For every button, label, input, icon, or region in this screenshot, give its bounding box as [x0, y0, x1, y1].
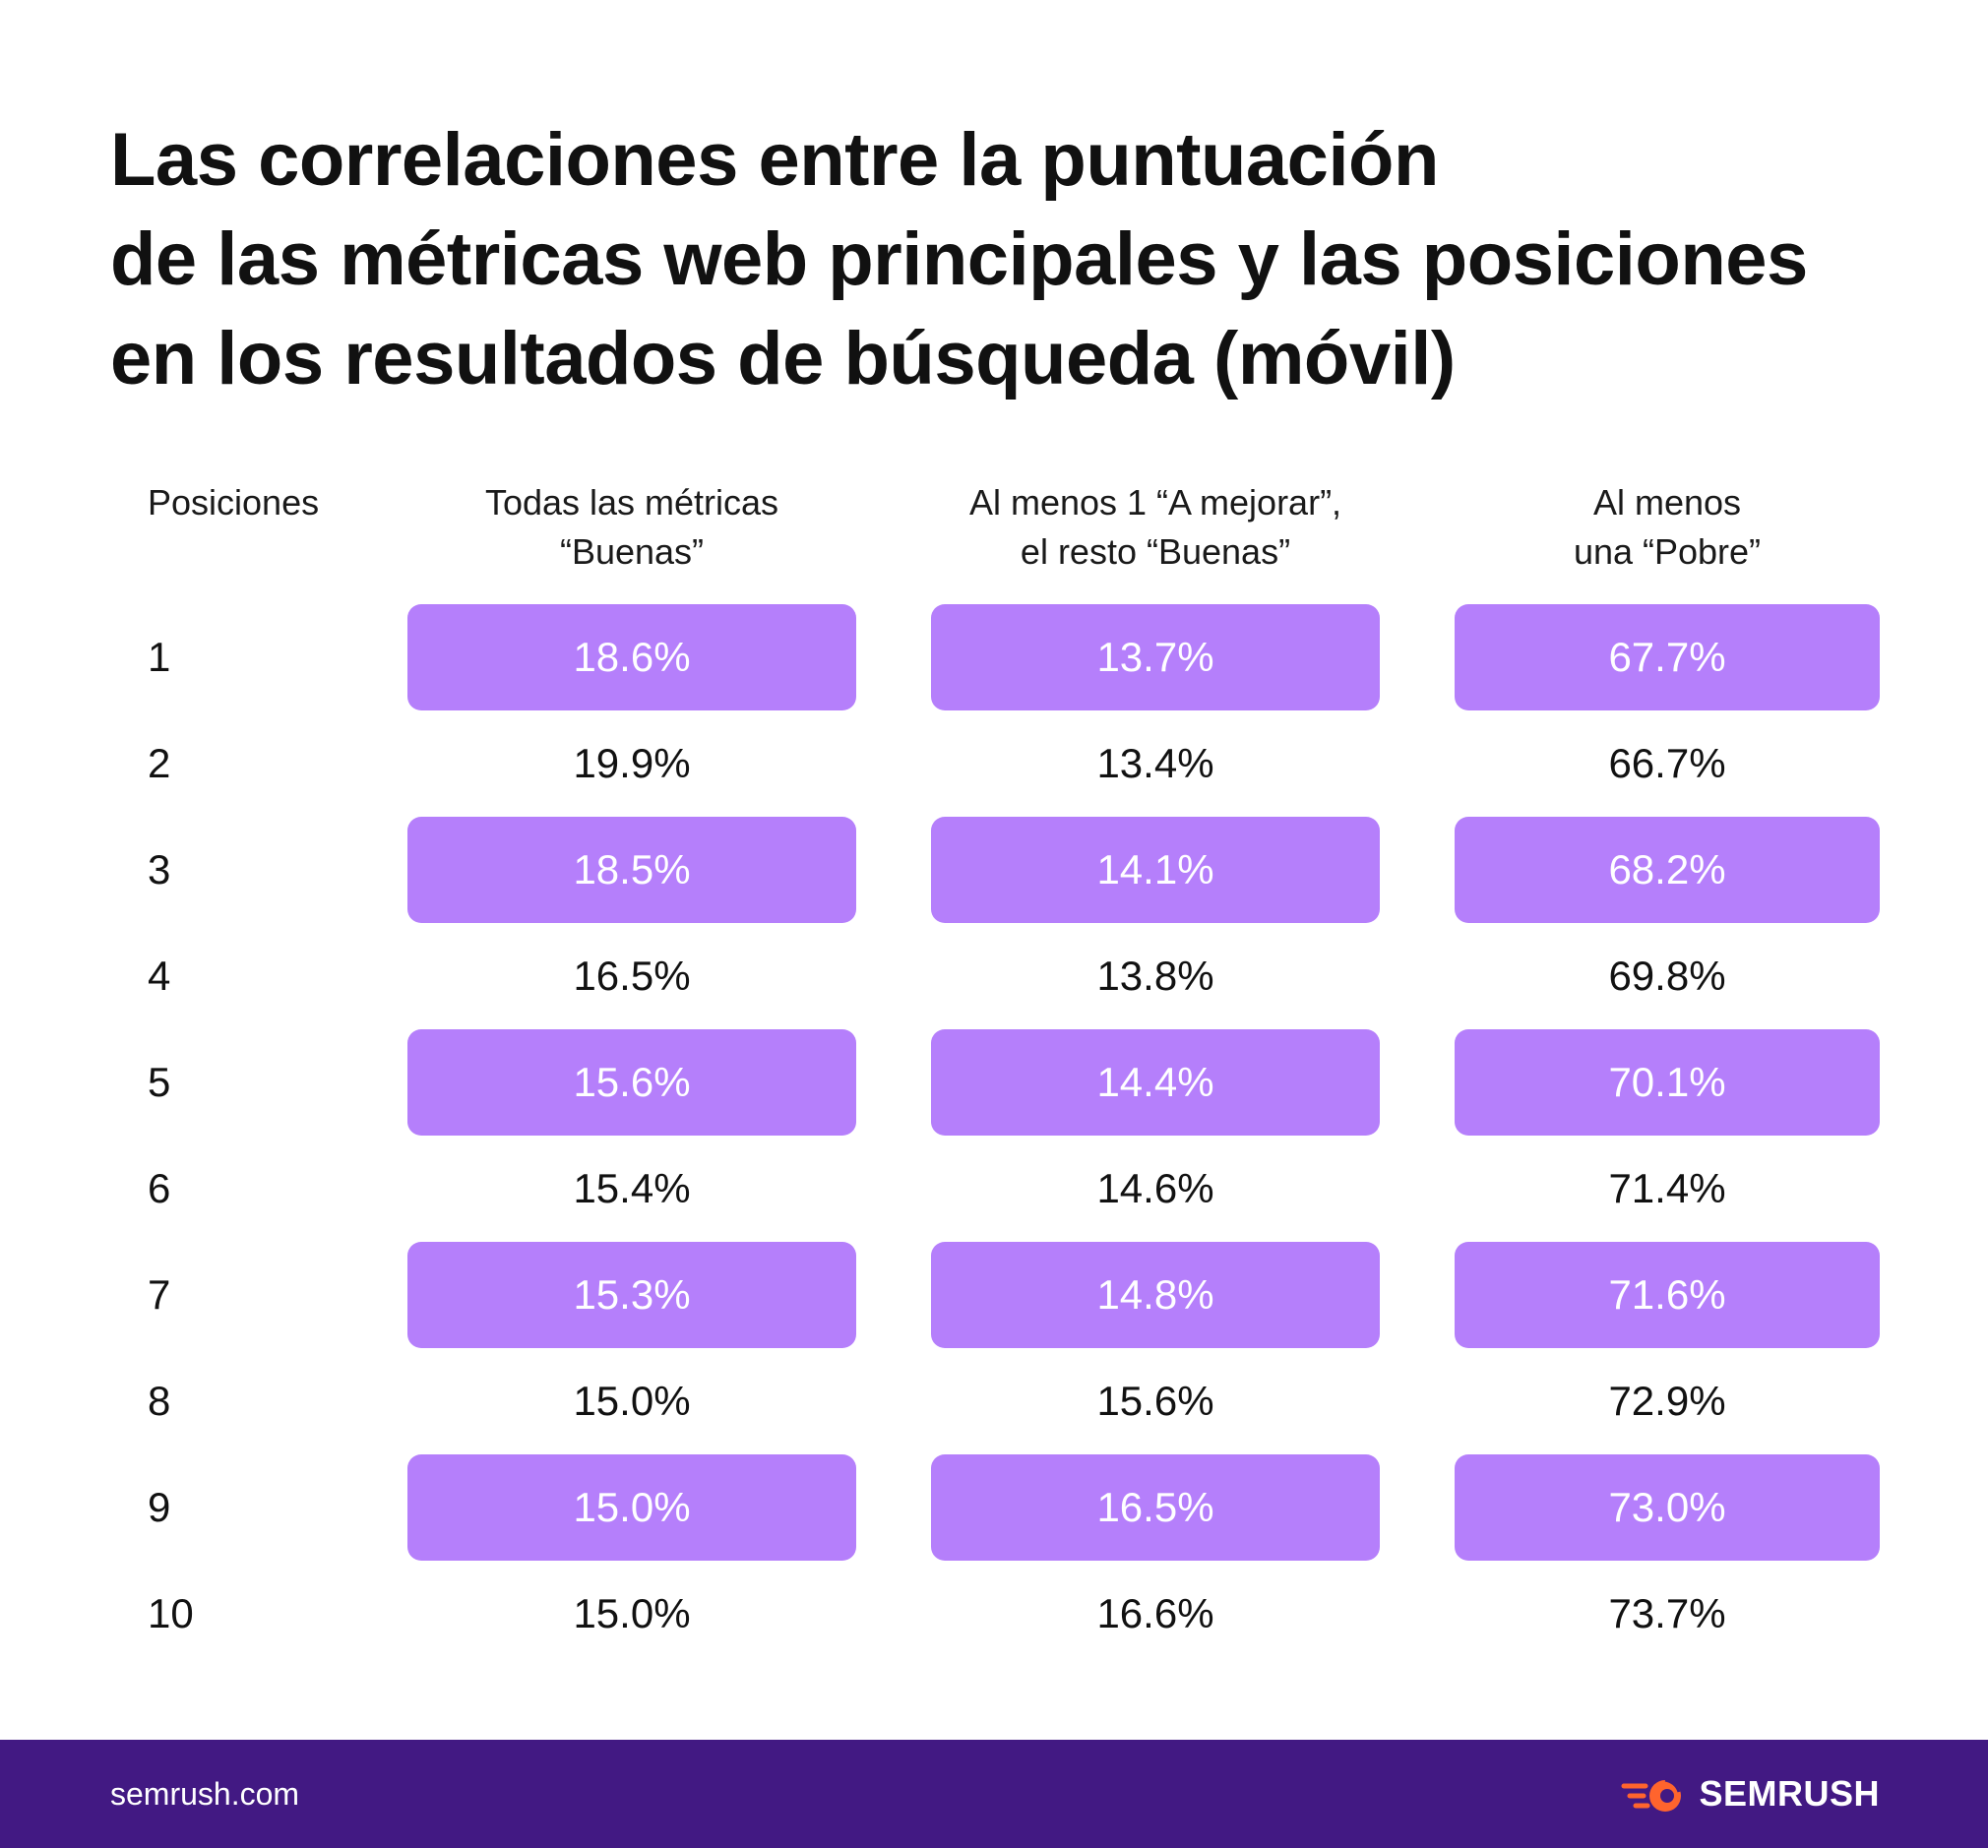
table-row: 9 15.0% 16.5% 73.0%	[0, 1454, 1988, 1561]
row-position: 1	[148, 634, 171, 680]
cell-pobre: 68.2%	[1455, 817, 1880, 923]
header-a-mejorar-line-1: Al menos 1 “A mejorar”,	[968, 482, 1342, 523]
header-todas-buenas-line-1: Todas las métricas	[484, 482, 779, 523]
table-row: 2 19.9% 13.4% 66.7%	[0, 710, 1988, 817]
cell-todas-buenas: 15.3%	[407, 1242, 856, 1348]
cell-pobre: 66.7%	[1608, 740, 1726, 786]
header-todas-buenas-line-2: “Buenas”	[559, 531, 705, 572]
row-position: 4	[148, 953, 171, 999]
cell-todas-buenas: 15.0%	[573, 1378, 691, 1424]
table-row: 1 18.6% 13.7% 67.7%	[0, 604, 1988, 710]
row-position: 5	[148, 1059, 171, 1105]
row-position: 10	[148, 1590, 194, 1636]
brand-logo: SEMRUSH	[1620, 1772, 1880, 1816]
chart-title: Las correlaciones entre la puntuación de…	[110, 110, 1921, 408]
cell-pobre: 71.4%	[1608, 1165, 1726, 1211]
cell-todas-buenas: 19.9%	[573, 740, 691, 786]
row-position: 8	[148, 1378, 171, 1424]
row-position: 3	[148, 846, 171, 893]
data-table: Posiciones Todas las métricas “Buenas” A…	[0, 478, 1988, 1667]
row-position: 6	[148, 1165, 171, 1211]
cell-todas-buenas: 15.0%	[407, 1454, 856, 1561]
semrush-fire-icon	[1621, 1778, 1682, 1812]
cell-a-mejorar: 14.8%	[931, 1242, 1380, 1348]
cell-todas-buenas: 18.6%	[407, 604, 856, 710]
header-pobre-line-2: una “Pobre”	[1573, 531, 1762, 572]
cell-pobre: 69.8%	[1608, 953, 1726, 999]
cell-a-mejorar: 14.6%	[1096, 1165, 1214, 1211]
cell-a-mejorar: 13.4%	[1096, 740, 1214, 786]
table-row: 6 15.4% 14.6% 71.4%	[0, 1136, 1988, 1242]
header-posiciones-label: Posiciones	[148, 482, 320, 523]
chart-title-line-1: Las correlaciones entre la puntuación	[110, 118, 1439, 202]
table-row: 3 18.5% 14.1% 68.2%	[0, 817, 1988, 923]
cell-todas-buenas: 18.5%	[407, 817, 856, 923]
header-posiciones: Posiciones	[148, 478, 319, 527]
header-todas-buenas: Todas las métricas “Buenas”	[407, 478, 856, 577]
footer-bar: semrush.com SEMRUSH	[0, 1740, 1988, 1848]
cell-pobre: 70.1%	[1455, 1029, 1880, 1136]
cell-todas-buenas: 15.4%	[573, 1165, 691, 1211]
cell-pobre: 73.7%	[1608, 1590, 1726, 1636]
cell-a-mejorar: 13.8%	[1096, 953, 1214, 999]
cell-todas-buenas: 15.0%	[573, 1590, 691, 1636]
chart-title-line-2: de las métricas web principales y las po…	[110, 217, 1808, 301]
cell-a-mejorar: 14.1%	[931, 817, 1380, 923]
cell-a-mejorar: 13.7%	[931, 604, 1380, 710]
cell-a-mejorar: 16.6%	[1096, 1590, 1214, 1636]
cell-pobre: 71.6%	[1455, 1242, 1880, 1348]
row-position: 9	[148, 1484, 171, 1530]
cell-a-mejorar: 14.4%	[931, 1029, 1380, 1136]
table-row: 10 15.0% 16.6% 73.7%	[0, 1561, 1988, 1667]
header-al-menos-1-a-mejorar: Al menos 1 “A mejorar”, el resto “Buenas…	[931, 478, 1380, 577]
cell-todas-buenas: 16.5%	[573, 953, 691, 999]
cell-pobre: 73.0%	[1455, 1454, 1880, 1561]
header-pobre-line-1: Al menos	[1592, 482, 1742, 523]
table-row: 7 15.3% 14.8% 71.6%	[0, 1242, 1988, 1348]
row-position: 2	[148, 740, 171, 786]
table-row: 4 16.5% 13.8% 69.8%	[0, 923, 1988, 1029]
row-position: 7	[148, 1271, 171, 1318]
table-row: 5 15.6% 14.4% 70.1%	[0, 1029, 1988, 1136]
cell-todas-buenas: 15.6%	[407, 1029, 856, 1136]
header-a-mejorar-line-2: el resto “Buenas”	[1020, 531, 1291, 572]
footer-site: semrush.com	[110, 1776, 300, 1812]
cell-a-mejorar: 16.5%	[931, 1454, 1380, 1561]
brand-name: SEMRUSH	[1699, 1773, 1880, 1814]
cell-pobre: 72.9%	[1608, 1378, 1726, 1424]
cell-pobre: 67.7%	[1455, 604, 1880, 710]
cell-a-mejorar: 15.6%	[1096, 1378, 1214, 1424]
table-row: 8 15.0% 15.6% 72.9%	[0, 1348, 1988, 1454]
chart-title-line-3: en los resultados de búsqueda (móvil)	[110, 317, 1456, 400]
header-al-menos-una-pobre: Al menos una “Pobre”	[1455, 478, 1880, 577]
